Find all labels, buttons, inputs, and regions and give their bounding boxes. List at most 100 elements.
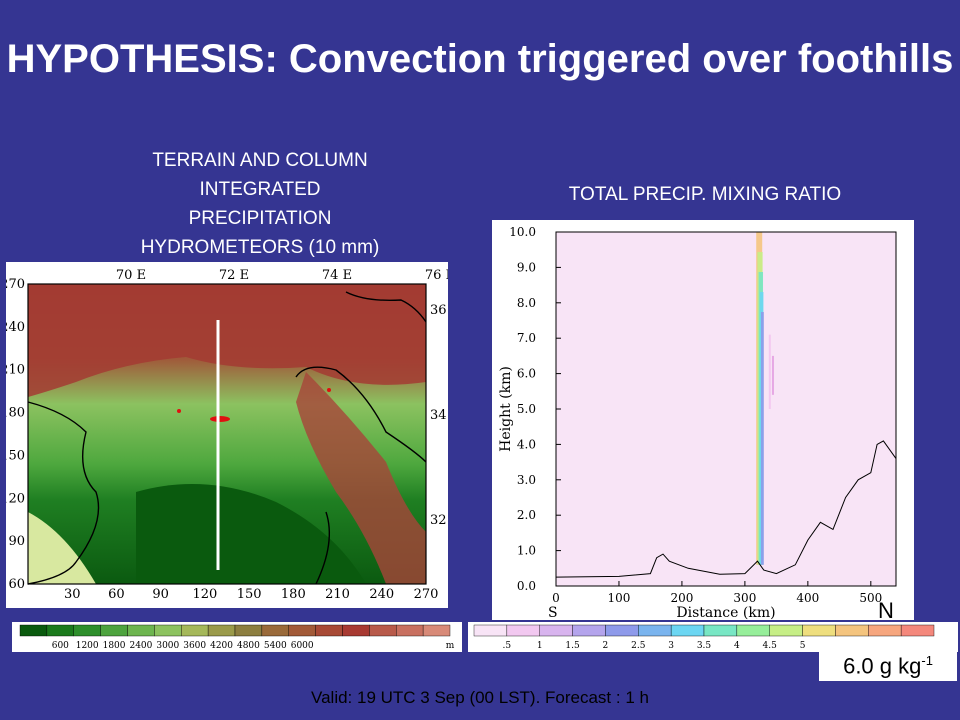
colorbar-label: 2	[603, 641, 609, 651]
colorbar-label: 3000	[156, 641, 179, 651]
plains-region	[136, 484, 366, 584]
caption-line: INTEGRATED	[199, 179, 321, 200]
slide-title: HYPOTHESIS: Convection triggered over fo…	[6, 37, 954, 81]
x-tick-label: 60	[108, 587, 125, 602]
colorbar-label: 1200	[76, 641, 99, 651]
colorbar-swatch	[769, 624, 803, 637]
precip-colorbar: .511.522.533.544.555.5	[468, 622, 958, 652]
colorbar-swatch	[369, 624, 397, 637]
colorbar-label: 1	[537, 641, 543, 651]
colorbar-swatch	[154, 624, 182, 637]
terrain-colorbar: 600 1200 1800 2400 3000 3600 4200 4800 5400 6000 m	[12, 622, 462, 652]
y-tick-label: 120	[6, 491, 25, 506]
colorbar-label: 4200	[210, 641, 233, 651]
x-tick-label: 90	[152, 587, 169, 602]
y-tick-label: 90	[8, 534, 25, 549]
y-tick-label: 6.0	[517, 367, 536, 381]
y-tick-label: 270	[6, 277, 25, 292]
colorbar-label: 600	[52, 641, 69, 651]
high-terrain-region	[28, 284, 426, 397]
lon-label: 76 E	[425, 268, 448, 283]
left-end-label: S	[548, 605, 558, 620]
colorbar-label: 1800	[103, 641, 126, 651]
border-line	[27, 401, 100, 585]
y-tick-label: 150	[6, 448, 25, 463]
colorbar-swatch	[342, 624, 370, 637]
x-tick-label: 150	[237, 587, 262, 602]
colorbar-swatch	[181, 624, 209, 637]
left-panel-caption: TERRAIN AND COLUMN INTEGRATED PRECIPITAT…	[100, 146, 420, 262]
colorbar-label: 1.5	[565, 641, 580, 651]
colorbar-label: 4800	[237, 641, 260, 651]
lon-label: 70 E	[116, 268, 146, 283]
y-tick-label: 210	[6, 363, 25, 378]
colorbar-swatch	[539, 624, 573, 637]
lon-label: 72 E	[219, 268, 249, 283]
colorbar-swatch	[422, 624, 451, 637]
lat-label: 36 N	[430, 303, 448, 318]
colorbar-label: 5400	[264, 641, 287, 651]
x-tick-label: 240	[369, 587, 394, 602]
precip-dot	[177, 409, 181, 413]
colorbar-swatch	[396, 624, 424, 637]
y-tick-label: 10.0	[509, 225, 536, 239]
terrain-map-chart: 70 E 72 E 74 E 76 E 36 N 34 N 32 N 30 60 90 120 150…	[0, 268, 462, 602]
right-panel-caption: TOTAL PRECIP. MIXING RATIO	[568, 184, 842, 205]
colorbar-swatch	[506, 624, 540, 637]
unit-label: 6.0 g kg-1	[819, 640, 957, 681]
colorbar-label: 2.5	[631, 641, 646, 651]
caption-line: PRECIPITATION	[188, 208, 332, 229]
y-tick-label: 1.0	[517, 544, 536, 558]
x-tick-label: 500	[859, 591, 882, 605]
valid-time-text: Valid: 19 UTC 3 Sep (00 LST). Forecast :…	[311, 688, 649, 707]
colorbar-swatch	[670, 624, 705, 637]
colorbar-label: 3600	[183, 641, 206, 651]
x-tick-label: 0	[552, 591, 560, 605]
convective-plume	[756, 232, 774, 565]
y-tick-label: 7.0	[517, 331, 536, 345]
x-tick-label: 300	[733, 591, 756, 605]
y-tick-label: 8.0	[517, 296, 536, 310]
x-axis-label: Distance (km)	[676, 605, 775, 620]
colorbar-swatch	[900, 624, 935, 637]
lon-label: 74 E	[322, 268, 352, 283]
colorbar-swatch	[703, 624, 738, 637]
colorbar-swatch	[868, 624, 902, 637]
y-tick-label: 2.0	[517, 508, 536, 522]
border-line	[345, 291, 427, 323]
colorbar-swatch	[100, 624, 128, 637]
colorbar-label: 3	[668, 641, 674, 651]
border-line	[295, 366, 427, 463]
desert-region	[28, 512, 96, 584]
colorbar-swatch	[127, 624, 155, 637]
colorbar-swatch	[315, 624, 343, 637]
x-tick-label: 30	[64, 587, 81, 602]
plume-band	[771, 355, 774, 395]
plume-band	[768, 334, 771, 409]
x-tick-label: 120	[192, 587, 217, 602]
north-end-label: N	[878, 598, 894, 623]
map-frame	[27, 283, 427, 585]
colorbar-swatch	[736, 624, 770, 637]
colorbar-swatch	[288, 624, 316, 637]
colorbar-label: 6000	[291, 641, 314, 651]
colorbar-label: 4	[734, 641, 740, 651]
precip-colorbar-chart: .511.522.533.544.555.5	[473, 624, 935, 651]
terrain-map-panel: 70 E 72 E 74 E 76 E 36 N 34 N 32 N 30 60 90 120 150…	[0, 262, 462, 608]
y-tick-label: 5.0	[517, 402, 536, 416]
terrain-profile-line	[555, 440, 897, 578]
x-tick-label: 180	[281, 587, 306, 602]
precip-cross-section-panel: 0.0 1.0 2.0 3.0 4.0 5.0 6.0 7.0 8.0 9.0 10.0 0 100 20…	[492, 220, 914, 621]
colorbar-swatch	[234, 624, 263, 637]
plot-area	[556, 232, 896, 586]
border-line	[315, 511, 331, 585]
mixing-ratio-chart: 0.0 1.0 2.0 3.0 4.0 5.0 6.0 7.0 8.0 9.0 10.0 0 100 20…	[498, 225, 897, 621]
colorbar-swatch	[46, 624, 74, 637]
colorbar-swatch	[835, 624, 869, 637]
colorbar-label: 3.5	[697, 641, 712, 651]
lat-label: 34 N	[430, 408, 448, 423]
colorbar-swatch	[638, 624, 672, 637]
x-tick-label: 100	[608, 591, 631, 605]
precip-dot	[327, 388, 331, 392]
y-tick-label: 3.0	[517, 473, 536, 487]
